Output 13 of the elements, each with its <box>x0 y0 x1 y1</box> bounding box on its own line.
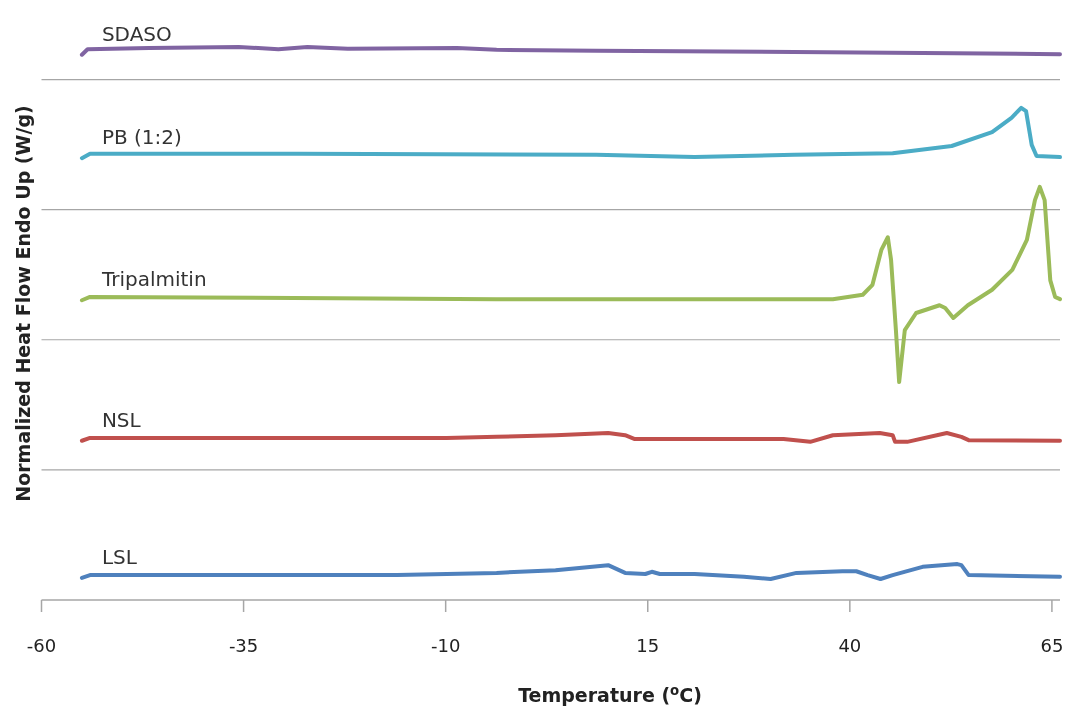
x-tick-label: 40 <box>838 635 862 656</box>
x-tick-label: 15 <box>636 635 660 656</box>
x-tick-label: -60 <box>26 635 57 656</box>
series-label: Tripalmitin <box>100 267 207 292</box>
series-label: LSL <box>101 544 138 569</box>
x-tick-label: 65 <box>1040 635 1064 656</box>
x-tick-label: -35 <box>228 635 259 656</box>
series-label: PB (1:2) <box>101 125 182 150</box>
series-label: SDASO <box>101 21 172 46</box>
series-label: NSL <box>101 407 142 432</box>
x-axis-title: Temperature ($^{o}$C) <box>518 682 702 706</box>
x-tick-label: -10 <box>430 635 461 656</box>
y-axis-title: Normalized Heat Flow Endo Up (W/g) <box>12 105 34 502</box>
